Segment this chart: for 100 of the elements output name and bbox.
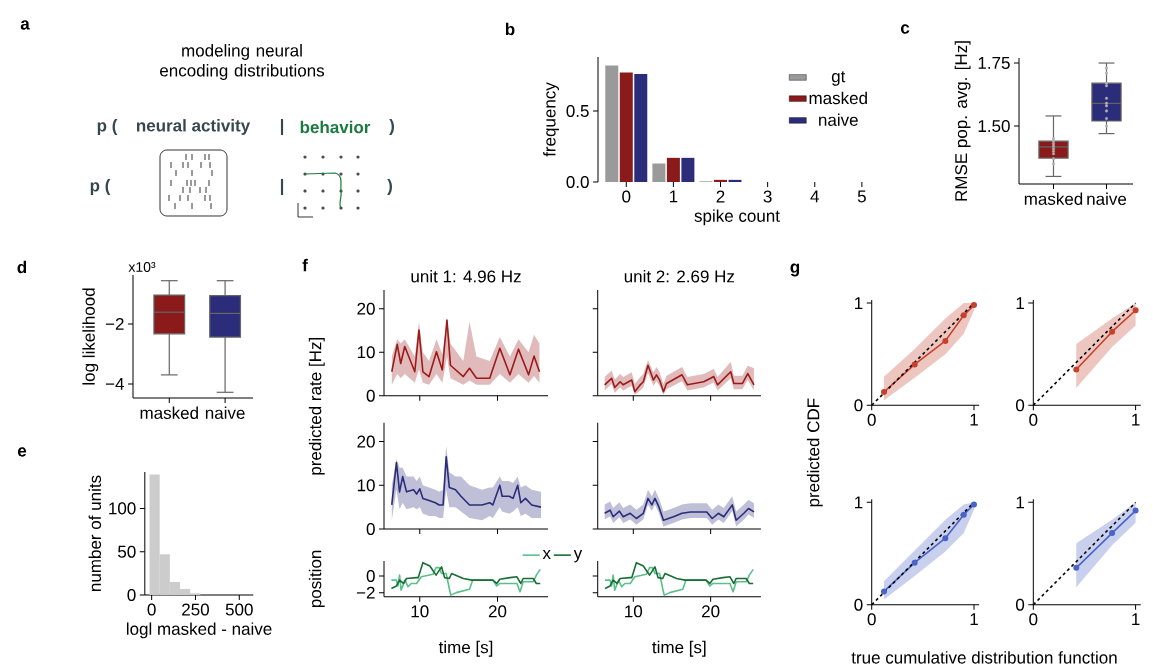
y-axis-title: frequency: [543, 82, 559, 157]
y-axis-title: predicted rate [Hz]: [308, 338, 325, 475]
text: d: [17, 260, 27, 274]
y-axis-title: log likelihood: [82, 288, 99, 385]
y-tick-label: 10: [357, 346, 375, 359]
y-axis-title: predicted CDF: [806, 398, 823, 507]
point: [911, 361, 918, 368]
x-tick-label: 4: [810, 190, 819, 203]
text: |: [280, 118, 284, 136]
x-tick-label: 1: [1132, 413, 1140, 426]
legend-label: naive: [819, 113, 858, 126]
bar: [714, 179, 728, 182]
y-tick-label: −4: [105, 378, 124, 390]
x-axis-title: logl masked - naive: [126, 622, 272, 639]
y-tick-label: 10: [357, 479, 375, 492]
bar: [666, 157, 680, 182]
point: [960, 511, 967, 518]
y-tick-label: 1: [1016, 496, 1024, 509]
point: [880, 588, 887, 595]
legend-label: y: [573, 549, 583, 563]
line-series: [390, 561, 542, 590]
chart-title: unit 1: 4.96 Hz: [411, 269, 521, 283]
bar: [652, 163, 666, 182]
text: x10³: [128, 262, 156, 272]
text: f: [302, 258, 308, 272]
y-tick-label: 1.75: [978, 57, 1010, 69]
x-tick-label: 10: [625, 605, 643, 618]
point: [1109, 530, 1116, 537]
text: modeling neural encoding distributions: [160, 44, 325, 80]
text: |: [280, 178, 284, 196]
x-tick-label: 1: [669, 190, 678, 203]
y-tick-label: 50: [118, 545, 136, 558]
point: [1109, 328, 1116, 335]
y-tick-label: −2: [356, 586, 375, 599]
bar: [619, 72, 633, 182]
y-tick-label: −2: [105, 317, 124, 330]
x-tick-label: 0: [147, 603, 156, 616]
x-axis-title: time [s]: [652, 640, 706, 657]
bar: [605, 65, 619, 182]
x-tick-label: 0: [622, 190, 631, 203]
x-tick-label: 500: [225, 603, 253, 616]
x-tick-label: 20: [488, 605, 507, 618]
y-tick-label: 0: [127, 588, 136, 602]
y-tick-label: 1: [855, 496, 863, 509]
point: [971, 302, 977, 309]
x-tick-label: masked: [1024, 192, 1083, 206]
x-axis-title: time [s]: [438, 640, 493, 657]
x-tick-label: naive: [205, 406, 245, 420]
y-tick-label: 20: [357, 302, 375, 315]
y-tick-label: 0: [366, 389, 375, 402]
y-tick-label: 1: [855, 297, 863, 309]
y-tick-label: 1: [1016, 297, 1024, 309]
x-tick-label: 2: [716, 190, 725, 203]
x-tick-label: naive: [1087, 192, 1127, 206]
legend-label: x: [542, 549, 551, 559]
y-tick-label: 1.50: [978, 120, 1010, 133]
bar: [634, 74, 648, 182]
point: [960, 312, 967, 319]
bar: [681, 157, 695, 182]
y-tick-label: 20: [357, 435, 375, 448]
text: b: [505, 22, 515, 36]
point: [911, 559, 918, 566]
y-axis-title: RMSE pop. avg. [Hz]: [954, 41, 971, 201]
x-tick-label: 1: [970, 613, 978, 625]
text: g: [790, 263, 800, 277]
point: [971, 501, 977, 508]
x-tick-label: masked: [140, 406, 198, 420]
point: [1073, 564, 1080, 571]
text: c: [900, 24, 910, 34]
y-tick-label: 100: [109, 502, 136, 515]
x-tick-label: 3: [763, 190, 772, 203]
text: neural activity: [136, 119, 251, 135]
text: a: [20, 20, 30, 30]
point: [942, 535, 949, 542]
x-tick-label: 1: [970, 413, 978, 426]
x-tick-label: 0: [1029, 413, 1038, 426]
text: p (: [90, 179, 111, 195]
legend-label: gt: [831, 71, 846, 86]
text: ): [387, 179, 392, 195]
point: [1132, 507, 1139, 514]
x-tick-label: 20: [702, 605, 720, 618]
y-tick-label: 0: [366, 522, 375, 536]
point: [1073, 366, 1080, 373]
text: behavior: [300, 120, 371, 134]
x-axis-title: spike count: [694, 209, 780, 226]
x-tick-label: 1: [1132, 613, 1140, 625]
x-tick-label: 0: [867, 613, 876, 626]
x-tick-label: 5: [857, 190, 866, 203]
x-axis-title: true cumulative distribution function: [851, 651, 1117, 664]
bar: [728, 179, 742, 182]
point: [942, 337, 949, 344]
chart-title: unit 2: 2.69 Hz: [624, 269, 735, 283]
y-axis-title: position: [308, 550, 325, 608]
x-tick-label: 10: [411, 605, 429, 618]
text: e: [17, 447, 27, 457]
point: [880, 389, 887, 396]
line-series: [390, 566, 542, 596]
point: [1132, 307, 1139, 314]
y-tick-label: 0: [366, 569, 375, 583]
text: p (: [97, 119, 118, 135]
